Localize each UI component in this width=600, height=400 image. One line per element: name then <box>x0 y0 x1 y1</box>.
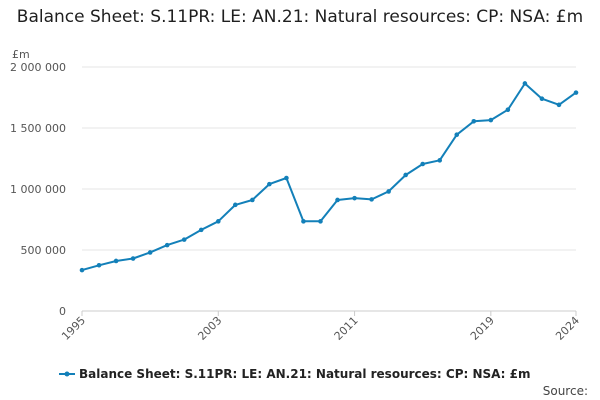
axes: £m 0 500 000 1 000 000 1 500 000 2 000 000 199… <box>10 48 588 398</box>
data-point[interactable] <box>284 175 289 181</box>
data-point[interactable] <box>556 102 562 108</box>
data-point[interactable] <box>386 189 391 194</box>
data-point[interactable] <box>233 202 238 208</box>
y-tick-label: 2 000 000 <box>10 61 66 74</box>
chart-title: Balance Sheet: S.11PR: LE: AN.21: Natura… <box>16 7 584 27</box>
data-point[interactable] <box>181 237 187 242</box>
legend[interactable]: Balance Sheet: S.11PR: LE: AN.21: Natura… <box>59 367 531 381</box>
y-tick-label: 1 500 000 <box>10 122 66 135</box>
x-tick-label: 2019 <box>468 314 497 343</box>
y-tick-label: 1 000 000 <box>10 183 66 196</box>
data-point[interactable] <box>454 132 460 138</box>
y-unit-label: £m <box>12 48 30 61</box>
data-point[interactable] <box>403 172 408 178</box>
data-point[interactable] <box>164 242 170 248</box>
source-label: Source: <box>543 384 588 398</box>
x-tick-label: 2011 <box>332 314 361 343</box>
data-point[interactable] <box>96 262 102 268</box>
y-tick-label: 500 000 <box>21 244 67 257</box>
data-point[interactable] <box>522 81 528 86</box>
data-point[interactable] <box>471 118 477 124</box>
data-point[interactable] <box>147 250 153 255</box>
x-tick-label: 2024 <box>553 314 582 343</box>
data-point[interactable] <box>437 158 443 163</box>
data-point[interactable] <box>130 256 136 261</box>
series-layer <box>79 81 579 273</box>
data-point[interactable] <box>335 197 340 203</box>
data-point[interactable] <box>250 197 255 203</box>
data-point[interactable] <box>539 96 545 102</box>
data-point[interactable] <box>79 267 85 273</box>
legend-label[interactable]: Balance Sheet: S.11PR: LE: AN.21: Natura… <box>79 367 531 381</box>
data-point[interactable] <box>113 258 119 264</box>
legend-swatch-marker <box>64 371 70 377</box>
data-point[interactable] <box>318 219 323 224</box>
data-point[interactable] <box>198 227 204 233</box>
data-point[interactable] <box>505 107 511 112</box>
series-line <box>81 82 577 272</box>
y-tick-label: 0 <box>59 305 66 318</box>
x-tick-label: 1995 <box>59 314 88 343</box>
data-point[interactable] <box>573 90 579 95</box>
data-point[interactable] <box>420 161 425 167</box>
data-point[interactable] <box>369 197 374 202</box>
data-point[interactable] <box>215 219 221 224</box>
x-tick-label: 2003 <box>195 314 224 343</box>
grid-lines <box>82 66 576 312</box>
data-point[interactable] <box>301 219 306 224</box>
data-point[interactable] <box>488 117 494 123</box>
data-point[interactable] <box>352 195 357 201</box>
data-point[interactable] <box>267 181 272 187</box>
